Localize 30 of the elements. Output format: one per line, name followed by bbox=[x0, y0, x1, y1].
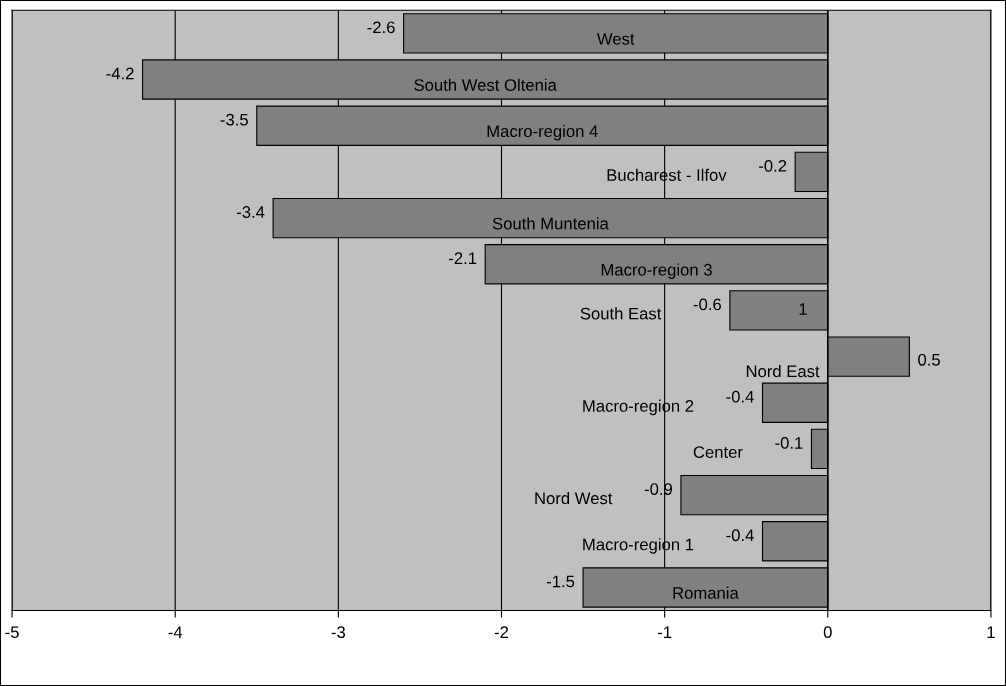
data-label: -0.2 bbox=[759, 159, 787, 172]
y-tick-label: South East bbox=[580, 307, 662, 320]
annotation: 1 bbox=[799, 303, 807, 315]
x-tick-label: -5 bbox=[5, 626, 19, 639]
y-tick-label: Nord East bbox=[746, 364, 820, 378]
x-tick-label: -4 bbox=[168, 626, 183, 638]
y-tick-label: Nord West bbox=[535, 491, 613, 505]
x-tick-label: 0 bbox=[823, 626, 832, 639]
y-tick-label: Macro-region 4 bbox=[487, 124, 598, 141]
data-label: 0.5 bbox=[918, 353, 940, 366]
y-tick-label: Center bbox=[693, 446, 743, 459]
data-label: -4.2 bbox=[106, 67, 134, 80]
x-tick-label: 1 bbox=[987, 626, 995, 638]
x-tick-label: -2 bbox=[494, 626, 509, 638]
y-tick-label: South West Oltenia bbox=[414, 78, 557, 91]
data-label: -1.5 bbox=[546, 575, 575, 588]
data-label: -3.4 bbox=[236, 206, 265, 218]
data-label: -0.4 bbox=[726, 529, 754, 542]
x-tick-label: -1 bbox=[657, 626, 672, 638]
x-tick-label: -3 bbox=[331, 626, 346, 639]
data-label: -2.1 bbox=[449, 252, 477, 264]
data-label: -0.6 bbox=[693, 298, 721, 311]
y-tick-label: West bbox=[596, 33, 635, 45]
y-tick-label: Macro-region 3 bbox=[601, 263, 712, 279]
data-label: -0.4 bbox=[726, 390, 754, 403]
y-tick-label: South Muntenia bbox=[492, 217, 609, 230]
y-tick-label: Romania bbox=[673, 586, 739, 599]
data-label: -0.1 bbox=[775, 436, 803, 449]
data-label: -3.5 bbox=[220, 113, 248, 126]
data-label: -2.6 bbox=[367, 21, 395, 34]
